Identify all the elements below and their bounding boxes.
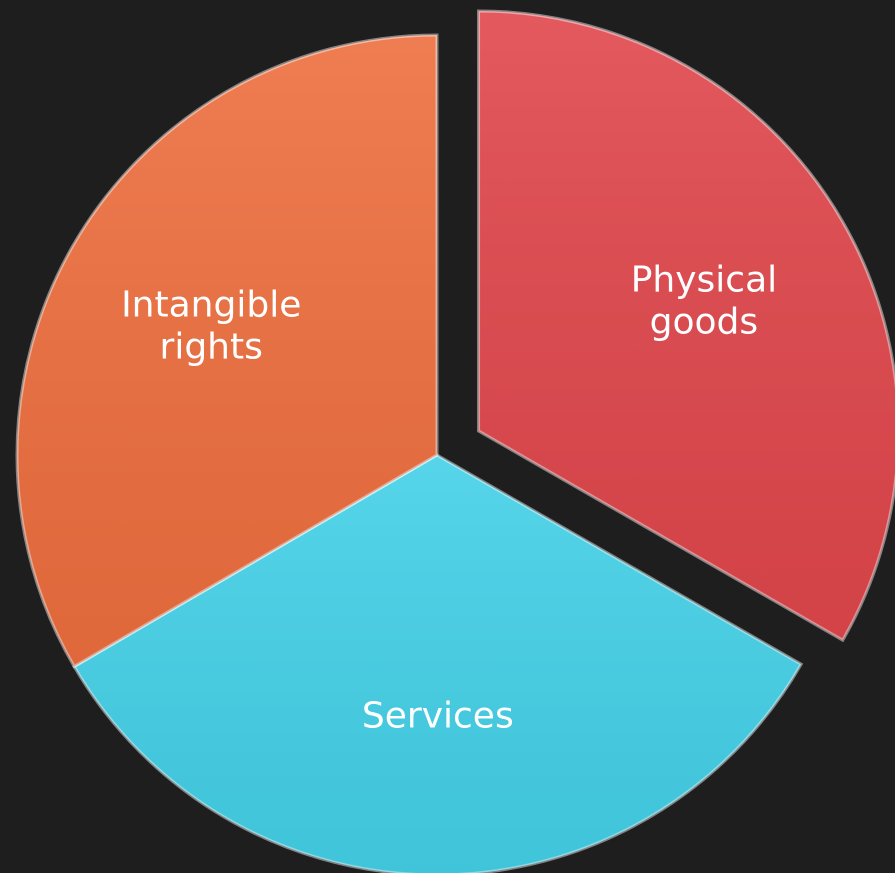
pie-label-line: Services — [362, 695, 514, 736]
pie-label-line: goods — [650, 302, 759, 343]
pie-slice-sheen-services — [74, 455, 802, 873]
pie-label-intangible-rights: Intangible rights — [121, 284, 301, 367]
pie-label-physical-goods: Physical goods — [631, 260, 777, 343]
pie-label-line: rights — [160, 326, 263, 367]
pie-slices — [15, 9, 895, 873]
pie-label-services: Services — [362, 695, 514, 736]
pie-slice-sheen-physical-goods — [478, 10, 895, 641]
pie-slice-sheen-intangible-rights — [17, 35, 438, 667]
pie-label-line: Intangible — [121, 284, 301, 325]
pie-label-line: Physical — [631, 260, 777, 301]
pie-labels: Physical goods Services Intangible rights — [121, 260, 777, 737]
